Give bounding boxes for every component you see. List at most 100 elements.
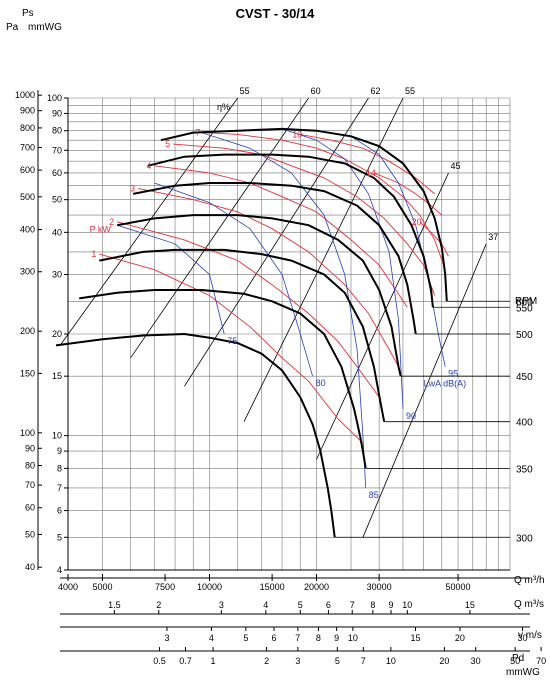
pd-tick-label: 10 (386, 656, 396, 666)
rpm-curve-label: 400 (516, 418, 533, 429)
noise-label: LwA dB(A) (424, 378, 467, 388)
power-curve (300, 133, 435, 195)
velocity-tick-label: 30 (518, 633, 528, 643)
power-label: P kW (90, 224, 112, 234)
power-curve-label: 10 (292, 129, 302, 139)
mmwg-tick-label: 70 (52, 145, 62, 155)
pd-tick-label: 3 (295, 656, 300, 666)
efficiency-label: 62 (371, 86, 381, 96)
pa-tick-label: 70 (25, 480, 35, 490)
power-curve (154, 165, 408, 308)
q-m3h-tick-label: 15000 (260, 582, 285, 592)
noise-curve (281, 128, 404, 409)
noise-curve-label: 85 (369, 490, 379, 500)
efficiency-line (59, 97, 239, 346)
chart-title: CVST - 30/14 (236, 6, 316, 21)
noise-curve-label: 80 (316, 378, 326, 388)
mmwg-tick-label: 20 (52, 329, 62, 339)
mmwg-tick-label: 10 (52, 431, 62, 441)
mmwg-tick-label: 7 (57, 483, 62, 493)
velocity-tick-label: 9 (334, 633, 339, 643)
rpm-curve-label: 550 (516, 303, 533, 314)
velocity-tick-label: 8 (316, 633, 321, 643)
q-m3s-tick-label: 6 (326, 600, 331, 610)
power-curve-label: 7 (195, 128, 200, 138)
pd-tick-label: 1 (211, 656, 216, 666)
rpm-curve (99, 248, 386, 422)
pd-tick-label: 20 (439, 656, 449, 666)
rpm-curve-label: 600 (516, 297, 533, 308)
efficiency-line (130, 97, 309, 359)
rpm-curve (160, 127, 448, 302)
q-m3s-label: Q m³/s (514, 599, 544, 610)
q-m3h-tick-label: 4000 (58, 582, 78, 592)
power-curve (117, 221, 380, 398)
rpm-curve-label: 450 (516, 372, 533, 383)
pd-tick-label: 7 (361, 656, 366, 666)
pa-tick-label: 90 (25, 443, 35, 453)
q-m3s-tick-label: 15 (465, 600, 475, 610)
pd-tick-label: 70 (536, 656, 546, 666)
pd-tick-label: 0.7 (179, 656, 192, 666)
q-m3s-tick-label: 2 (156, 600, 161, 610)
efficiency-label: 55 (240, 86, 250, 96)
q-m3s-tick-label: 1.5 (108, 600, 121, 610)
grid (37, 90, 542, 652)
q-m3h-tick-label: 5000 (92, 582, 112, 592)
curves (55, 97, 510, 538)
rpm-curve (117, 214, 402, 377)
pd-tick-label: 30 (471, 656, 481, 666)
mmwg-tick-label: 5 (57, 532, 62, 542)
rpm-curve-label: 350 (516, 464, 533, 475)
pd-tick-label: 5 (335, 656, 340, 666)
efficiency-label: 45 (450, 161, 460, 171)
q-m3s-tick-label: 9 (389, 600, 394, 610)
q-m3s-tick-label: 4 (263, 600, 268, 610)
q-m3h-tick-label: 50000 (446, 582, 471, 592)
mmwg-tick-label: 90 (52, 108, 62, 118)
q-m3s-tick-label: 5 (298, 600, 303, 610)
pa-tick-label: 500 (20, 192, 35, 202)
noise-curve-label: 75 (227, 336, 237, 346)
mmwg-tick-label: 9 (57, 446, 62, 456)
q-m3s-tick-label: 8 (370, 600, 375, 610)
pd-tick-label: 0.5 (153, 656, 166, 666)
noise-curve (201, 132, 367, 488)
efficiency-label: 37 (488, 232, 498, 242)
labels: 1009080706050403020151098765410009008007… (15, 86, 546, 666)
pd-label: Pd (512, 653, 524, 664)
pd-unit: mmWG (506, 667, 540, 678)
velocity-tick-label: 20 (455, 633, 465, 643)
power-curve-label: 3 (130, 183, 135, 193)
power-curve-label: 20 (412, 217, 422, 227)
rpm-label: RPM (515, 296, 537, 307)
q-m3h-tick-label: 20000 (304, 582, 329, 592)
pa-tick-label: 1000 (15, 90, 35, 100)
mmwg-tick-label: 6 (57, 506, 62, 516)
mmwg-tick-label: 15 (52, 371, 62, 381)
q-m3h-tick-label: 30000 (367, 582, 392, 592)
efficiency-label: 60 (311, 86, 321, 96)
pa-tick-label: 400 (20, 225, 35, 235)
velocity-tick-label: 3 (164, 633, 169, 643)
mmwg-tick-label: 4 (57, 565, 62, 575)
rpm-curve (55, 332, 336, 538)
mmwg-tick-label: 80 (52, 126, 62, 136)
rpm-curve (147, 153, 434, 308)
q-m3h-tick-label: 10000 (197, 582, 222, 592)
pa-tick-label: 80 (25, 461, 35, 471)
velocity-tick-label: 15 (410, 633, 420, 643)
q-m3h-tick-label: 7500 (155, 582, 175, 592)
pa-tick-label: 700 (20, 142, 35, 152)
power-curve-label: 1 (91, 249, 96, 259)
q-m3s-tick-label: 3 (219, 600, 224, 610)
efficiency-line (362, 243, 487, 538)
power-curve (419, 221, 449, 257)
power-curve (173, 143, 436, 296)
rpm-curve-label: 300 (516, 533, 533, 544)
power-curve-label: 4 (146, 161, 151, 171)
velocity-tick-label: 5 (243, 633, 248, 643)
noise-curve (154, 182, 313, 377)
